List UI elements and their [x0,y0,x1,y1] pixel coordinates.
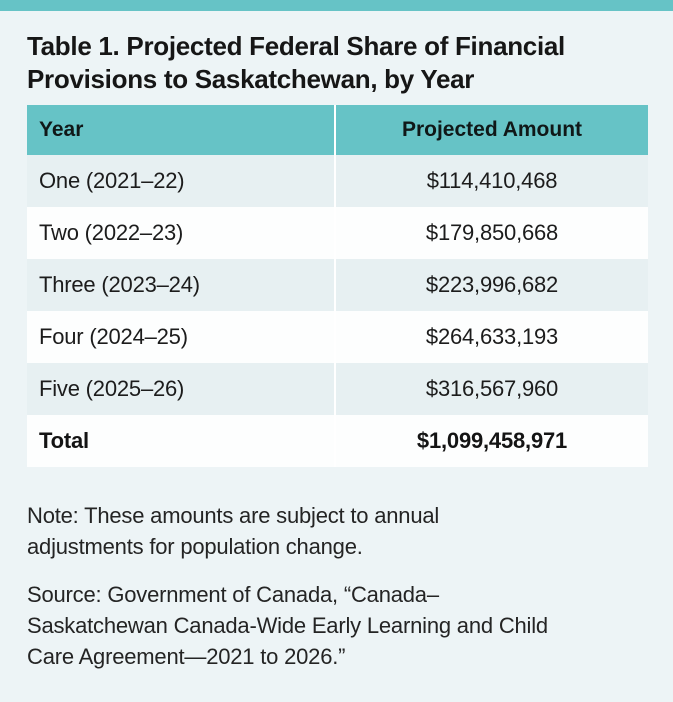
data-table: Year Projected Amount One (2021–22) $114… [27,105,648,467]
column-divider [334,311,336,363]
amount-cell: $114,410,468 [426,168,558,193]
table-row: Two (2022–23) $179,850,668 [27,207,648,259]
table-note: Note: These amounts are subject to annua… [27,500,649,562]
year-cell: Three (2023–24) [39,272,200,297]
column-header-year: Year [39,118,84,141]
column-divider [334,363,336,415]
table-header-row: Year Projected Amount [27,105,648,155]
column-divider [334,105,336,155]
note-line-1: Note: These amounts are subject to annua… [27,503,440,528]
table-row: Four (2024–25) $264,633,193 [27,311,648,363]
source-line-2: Saskatchewan Canada-Wide Early Learning … [27,613,548,638]
table-row: Three (2023–24) $223,996,682 [27,259,648,311]
amount-cell: $264,633,193 [425,324,559,349]
table-title: Table 1. Projected Federal Share of Fina… [27,30,649,96]
table-total-row: Total $1,099,458,971 [27,415,648,467]
year-cell: Two (2022–23) [39,220,184,245]
table-row: One (2021–22) $114,410,468 [27,155,648,207]
total-label-cell: Total [39,428,89,453]
column-header-projected-amount: Projected Amount [401,118,583,141]
source-line-3: Care Agreement—2021 to 2026.” [27,644,346,669]
table-source: Source: Government of Canada, “Canada– S… [27,579,649,672]
amount-cell: $223,996,682 [425,272,559,297]
year-cell: One (2021–22) [39,168,185,193]
figure-card: Table 1. Projected Federal Share of Fina… [0,30,673,672]
year-cell: Five (2025–26) [39,376,185,401]
teal-accent-bar [0,0,673,11]
table-title-line-1: Table 1. Projected Federal Share of Fina… [27,31,565,61]
column-divider [334,415,336,467]
column-divider [334,207,336,259]
table-title-line-2: Provisions to Saskatchewan, by Year [27,64,475,94]
year-cell: Four (2024–25) [39,324,188,349]
column-divider [334,259,336,311]
source-line-1: Source: Government of Canada, “Canada– [27,582,439,607]
total-amount-cell: $1,099,458,971 [416,428,568,453]
column-divider [334,155,336,207]
amount-cell: $179,850,668 [425,220,559,245]
note-line-2: adjustments for population change. [27,534,363,559]
amount-cell: $316,567,960 [425,376,559,401]
table-row: Five (2025–26) $316,567,960 [27,363,648,415]
